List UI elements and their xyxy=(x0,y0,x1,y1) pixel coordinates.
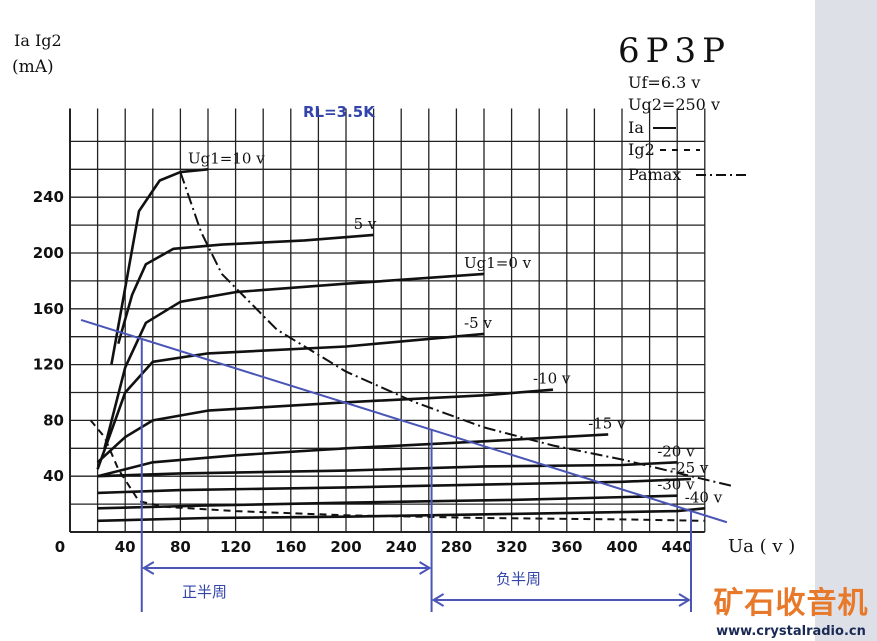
x-tick-label: 400 xyxy=(606,538,637,556)
x-axis-label: Ua ( v ) xyxy=(728,536,795,557)
chart-overlays xyxy=(80,319,728,612)
curve-label-2: Ug1=0 v xyxy=(464,254,532,272)
condition-ug2: Ug2=250 v xyxy=(628,95,720,114)
ia-curve-8 xyxy=(97,494,678,510)
x-tick-label: 280 xyxy=(441,538,472,556)
negative-half-cycle-label: 负半周 xyxy=(496,570,541,588)
chart-grid: 0 40 80 120 160 200 240 280 320 360 400 440 40 80 120 1… xyxy=(33,108,706,556)
y-tick-label: 240 xyxy=(33,188,64,206)
pamax-curve xyxy=(179,171,733,487)
negative-half-arrow-head-left xyxy=(431,593,445,607)
curve-label-3: -5 v xyxy=(464,314,492,332)
y-tick-label: 120 xyxy=(33,356,64,374)
curve-label-9: -40 v xyxy=(685,488,723,506)
negative-half-arrow-head-right xyxy=(678,593,691,607)
curve-label-8: -30 v xyxy=(657,476,695,494)
x-tick-label: 120 xyxy=(220,538,251,556)
ia-curve-7 xyxy=(97,477,692,495)
chart-title: 6P3P xyxy=(618,31,731,71)
x-tick-label: 320 xyxy=(496,538,527,556)
curve-label-6: -20 v xyxy=(657,442,695,460)
ia-curve-0 xyxy=(110,168,209,365)
y-tick-label: 160 xyxy=(33,300,64,318)
y-tick-label: 80 xyxy=(43,411,64,429)
curve-label-7: -25 v xyxy=(671,459,709,477)
curve-label-5: -15 v xyxy=(588,414,626,432)
y-axis-label: Ia Ig2 xyxy=(14,31,62,50)
positive-half-arrow-head-left xyxy=(141,561,155,575)
y-axis-unit: (mA) xyxy=(12,57,54,77)
x-tick-label: 0 xyxy=(55,538,65,556)
x-tick-label: 80 xyxy=(170,538,191,556)
ia-curve-1 xyxy=(117,233,374,345)
load-line xyxy=(80,319,728,524)
positive-half-cycle-label: 正半周 xyxy=(182,583,227,601)
x-tick-label: 200 xyxy=(330,538,361,556)
curve-label-4: -10 v xyxy=(533,370,571,388)
x-tick-label: 240 xyxy=(386,538,417,556)
legend-pamax-label: Pamax xyxy=(628,165,681,184)
watermark-logo-text: 矿石收音机 xyxy=(713,586,869,621)
watermark-url: www.crystalradio.cn xyxy=(716,624,866,639)
x-tick-label: 360 xyxy=(551,538,582,556)
x-tick-label: 160 xyxy=(275,538,306,556)
plate-curves: Ug1=10 v 5 v Ug1=0 v -5 v -10 v -15 v -20 v-25… xyxy=(89,149,733,523)
tube-characteristic-chart: 0 40 80 120 160 200 240 280 320 360 400 440 40 80 120 1… xyxy=(12,31,795,612)
ig2-curve xyxy=(89,419,705,522)
legend-ia-label: Ia xyxy=(628,118,644,137)
load-line-label: RL=3.5K xyxy=(303,103,376,121)
ia-curve-5 xyxy=(97,433,609,478)
legend-ig2-label: Ig2 xyxy=(628,140,655,159)
y-tick-label: 40 xyxy=(43,467,64,485)
ia-curve-9 xyxy=(97,507,705,523)
x-tick-label: 40 xyxy=(115,538,136,556)
curve-label-1: 5 v xyxy=(354,215,377,233)
ia-curve-2 xyxy=(103,272,485,449)
x-tick-label: 440 xyxy=(662,538,693,556)
positive-half-arrow-head-right xyxy=(419,561,432,575)
ia-curve-3 xyxy=(96,332,485,470)
site-watermark: 矿石收音机 www.crystalradio.cn xyxy=(706,578,876,639)
curve-label-0: Ug1=10 v xyxy=(188,149,265,167)
y-tick-label: 200 xyxy=(33,244,64,262)
ia-curve-4 xyxy=(96,388,554,464)
page-side-strip xyxy=(815,0,877,641)
condition-uf: Uf=6.3 v xyxy=(628,73,700,92)
ia-curve-6 xyxy=(97,461,678,478)
